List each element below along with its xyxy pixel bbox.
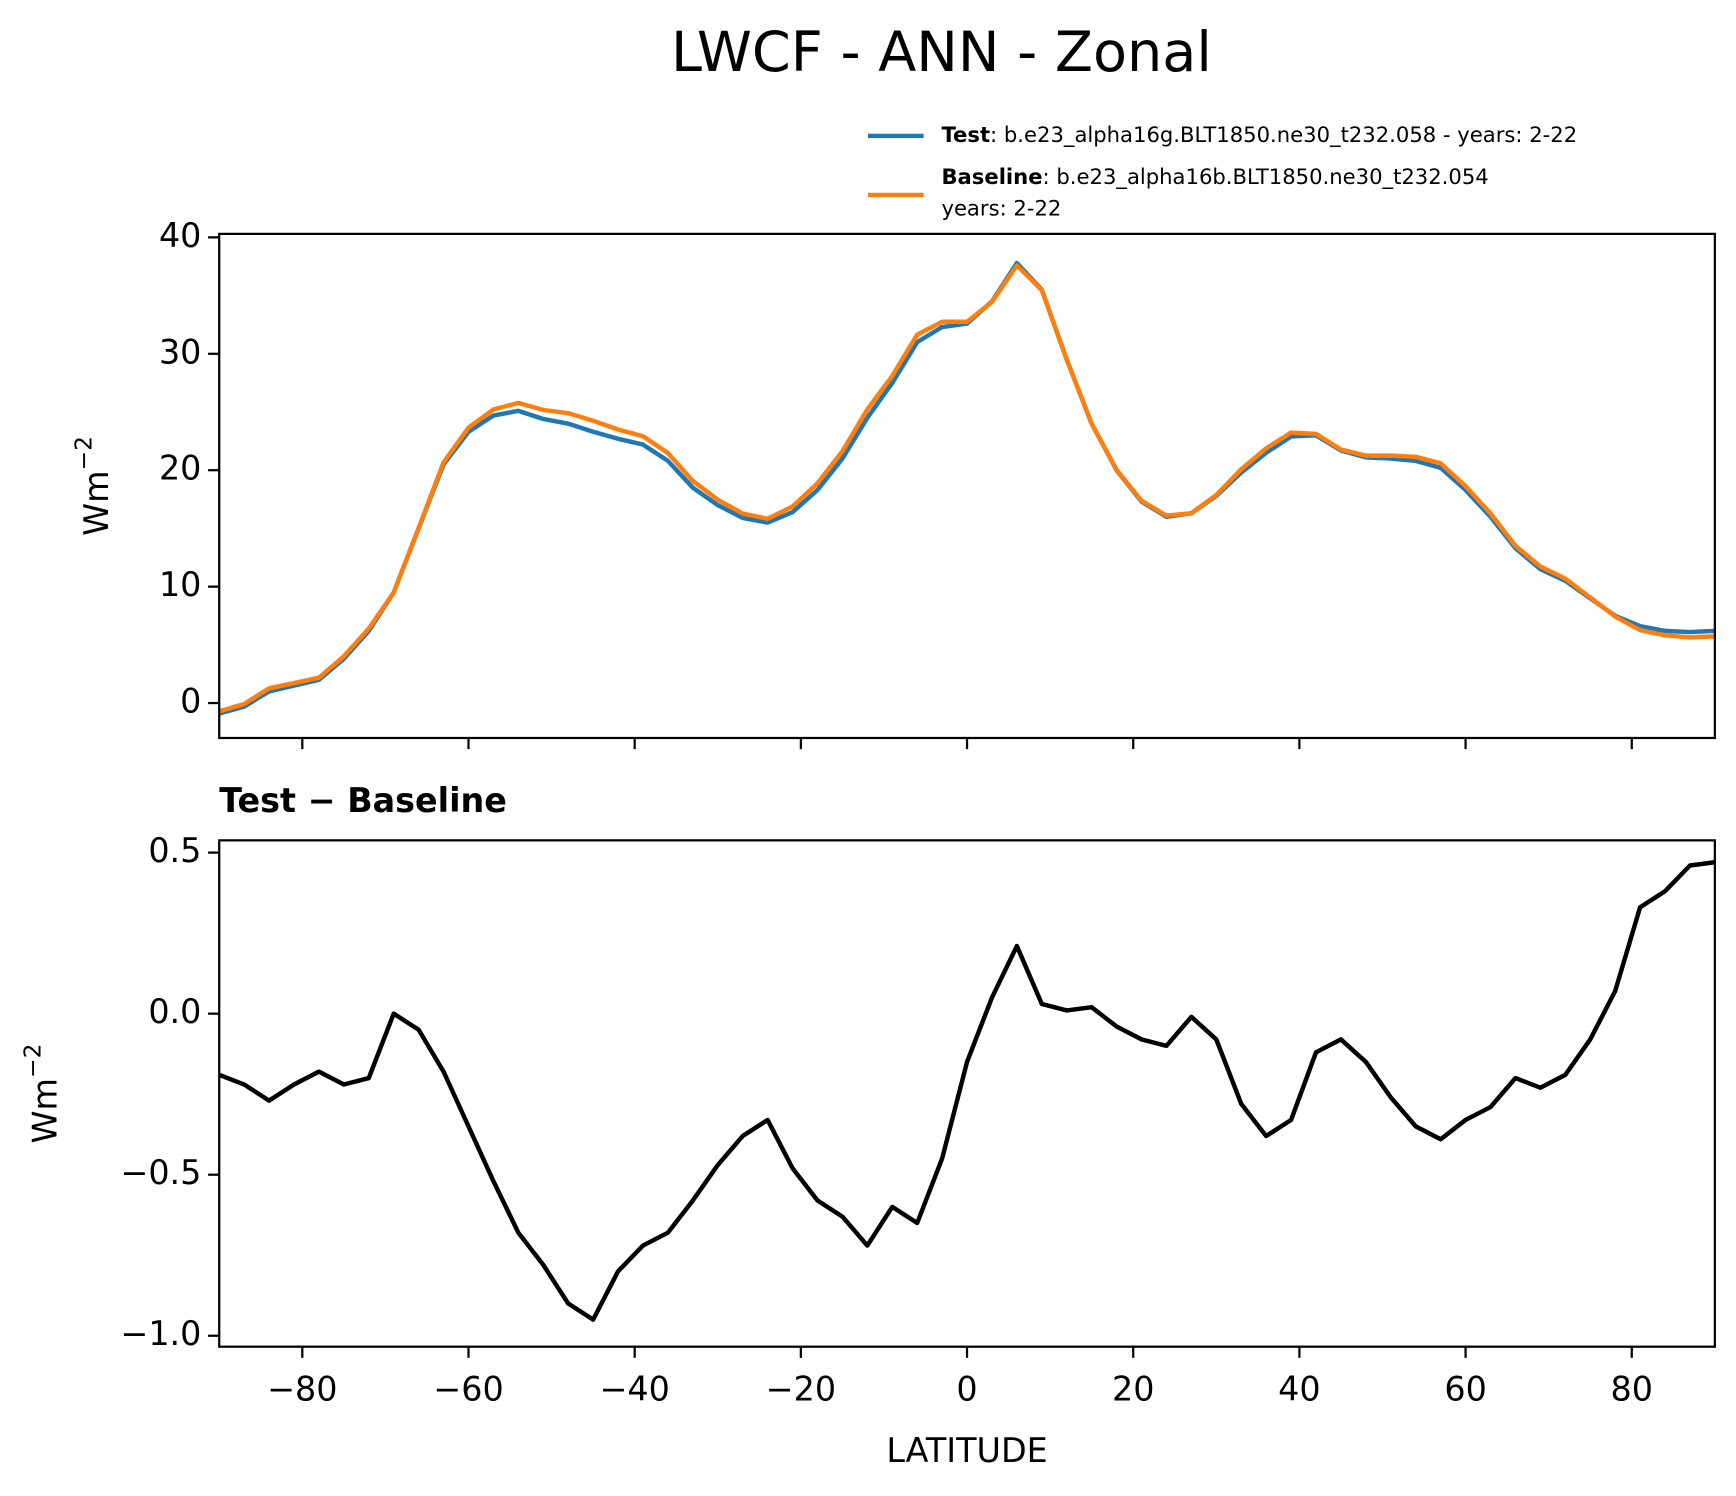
legend-label: Test: b.e23_alpha16g.BLT1850.ne30_t232.0…	[941, 122, 1577, 148]
y-axis-label-unit: Wm	[25, 1078, 64, 1144]
x-tick-label: −20	[766, 1370, 836, 1409]
y-tick-label: 0	[180, 682, 201, 721]
axes-frame	[218, 839, 1716, 1348]
y-tick-label: 20	[159, 449, 201, 488]
figure-title: LWCF - ANN - Zonal	[671, 20, 1212, 85]
x-tick-label: 60	[1444, 1370, 1486, 1409]
series-line	[219, 860, 1715, 1322]
y-axis-label-exponent: −2	[69, 436, 97, 470]
x-axis-label: LATITUDE	[886, 1431, 1047, 1470]
x-tick-label: 20	[1112, 1370, 1154, 1409]
series-line	[219, 263, 1715, 714]
y-tick-label: 10	[159, 565, 201, 604]
x-tick-label: 40	[1278, 1370, 1320, 1409]
y-axis-label: Wm−2	[18, 1044, 64, 1144]
legend-label: Baseline: b.e23_alpha16b.BLT1850.ne30_t2…	[941, 164, 1488, 190]
x-tick-label: 80	[1611, 1370, 1653, 1409]
x-tick-label: 0	[956, 1370, 977, 1409]
y-tick-label: 30	[159, 332, 201, 371]
y-tick-label: −1.0	[120, 1314, 201, 1353]
y-tick-label: 0.5	[148, 831, 201, 870]
y-tick-label: 40	[159, 216, 201, 255]
y-axis-label: Wm−2	[69, 436, 115, 536]
x-tick-label: −80	[267, 1370, 337, 1409]
x-tick-label: −40	[599, 1370, 669, 1409]
subplot-title: Test − Baseline	[219, 781, 507, 820]
y-axis-label-exponent: −2	[18, 1044, 46, 1078]
axes-frame	[218, 232, 1716, 740]
x-tick-label: −60	[433, 1370, 503, 1409]
legend-description: years: 2-22	[941, 195, 1061, 220]
y-axis-label-unit: Wm	[76, 470, 115, 536]
y-tick-label: −0.5	[120, 1153, 201, 1192]
legend-name: Test	[941, 122, 990, 147]
plot-area	[219, 260, 1715, 716]
legend-name: Baseline	[941, 164, 1042, 189]
legend-description: : b.e23_alpha16b.BLT1850.ne30_t232.054	[1043, 164, 1489, 190]
plot-area	[219, 860, 1715, 1322]
legend-description: : b.e23_alpha16g.BLT1850.ne30_t232.058 -…	[990, 122, 1577, 148]
y-tick-label: 0.0	[148, 992, 201, 1031]
